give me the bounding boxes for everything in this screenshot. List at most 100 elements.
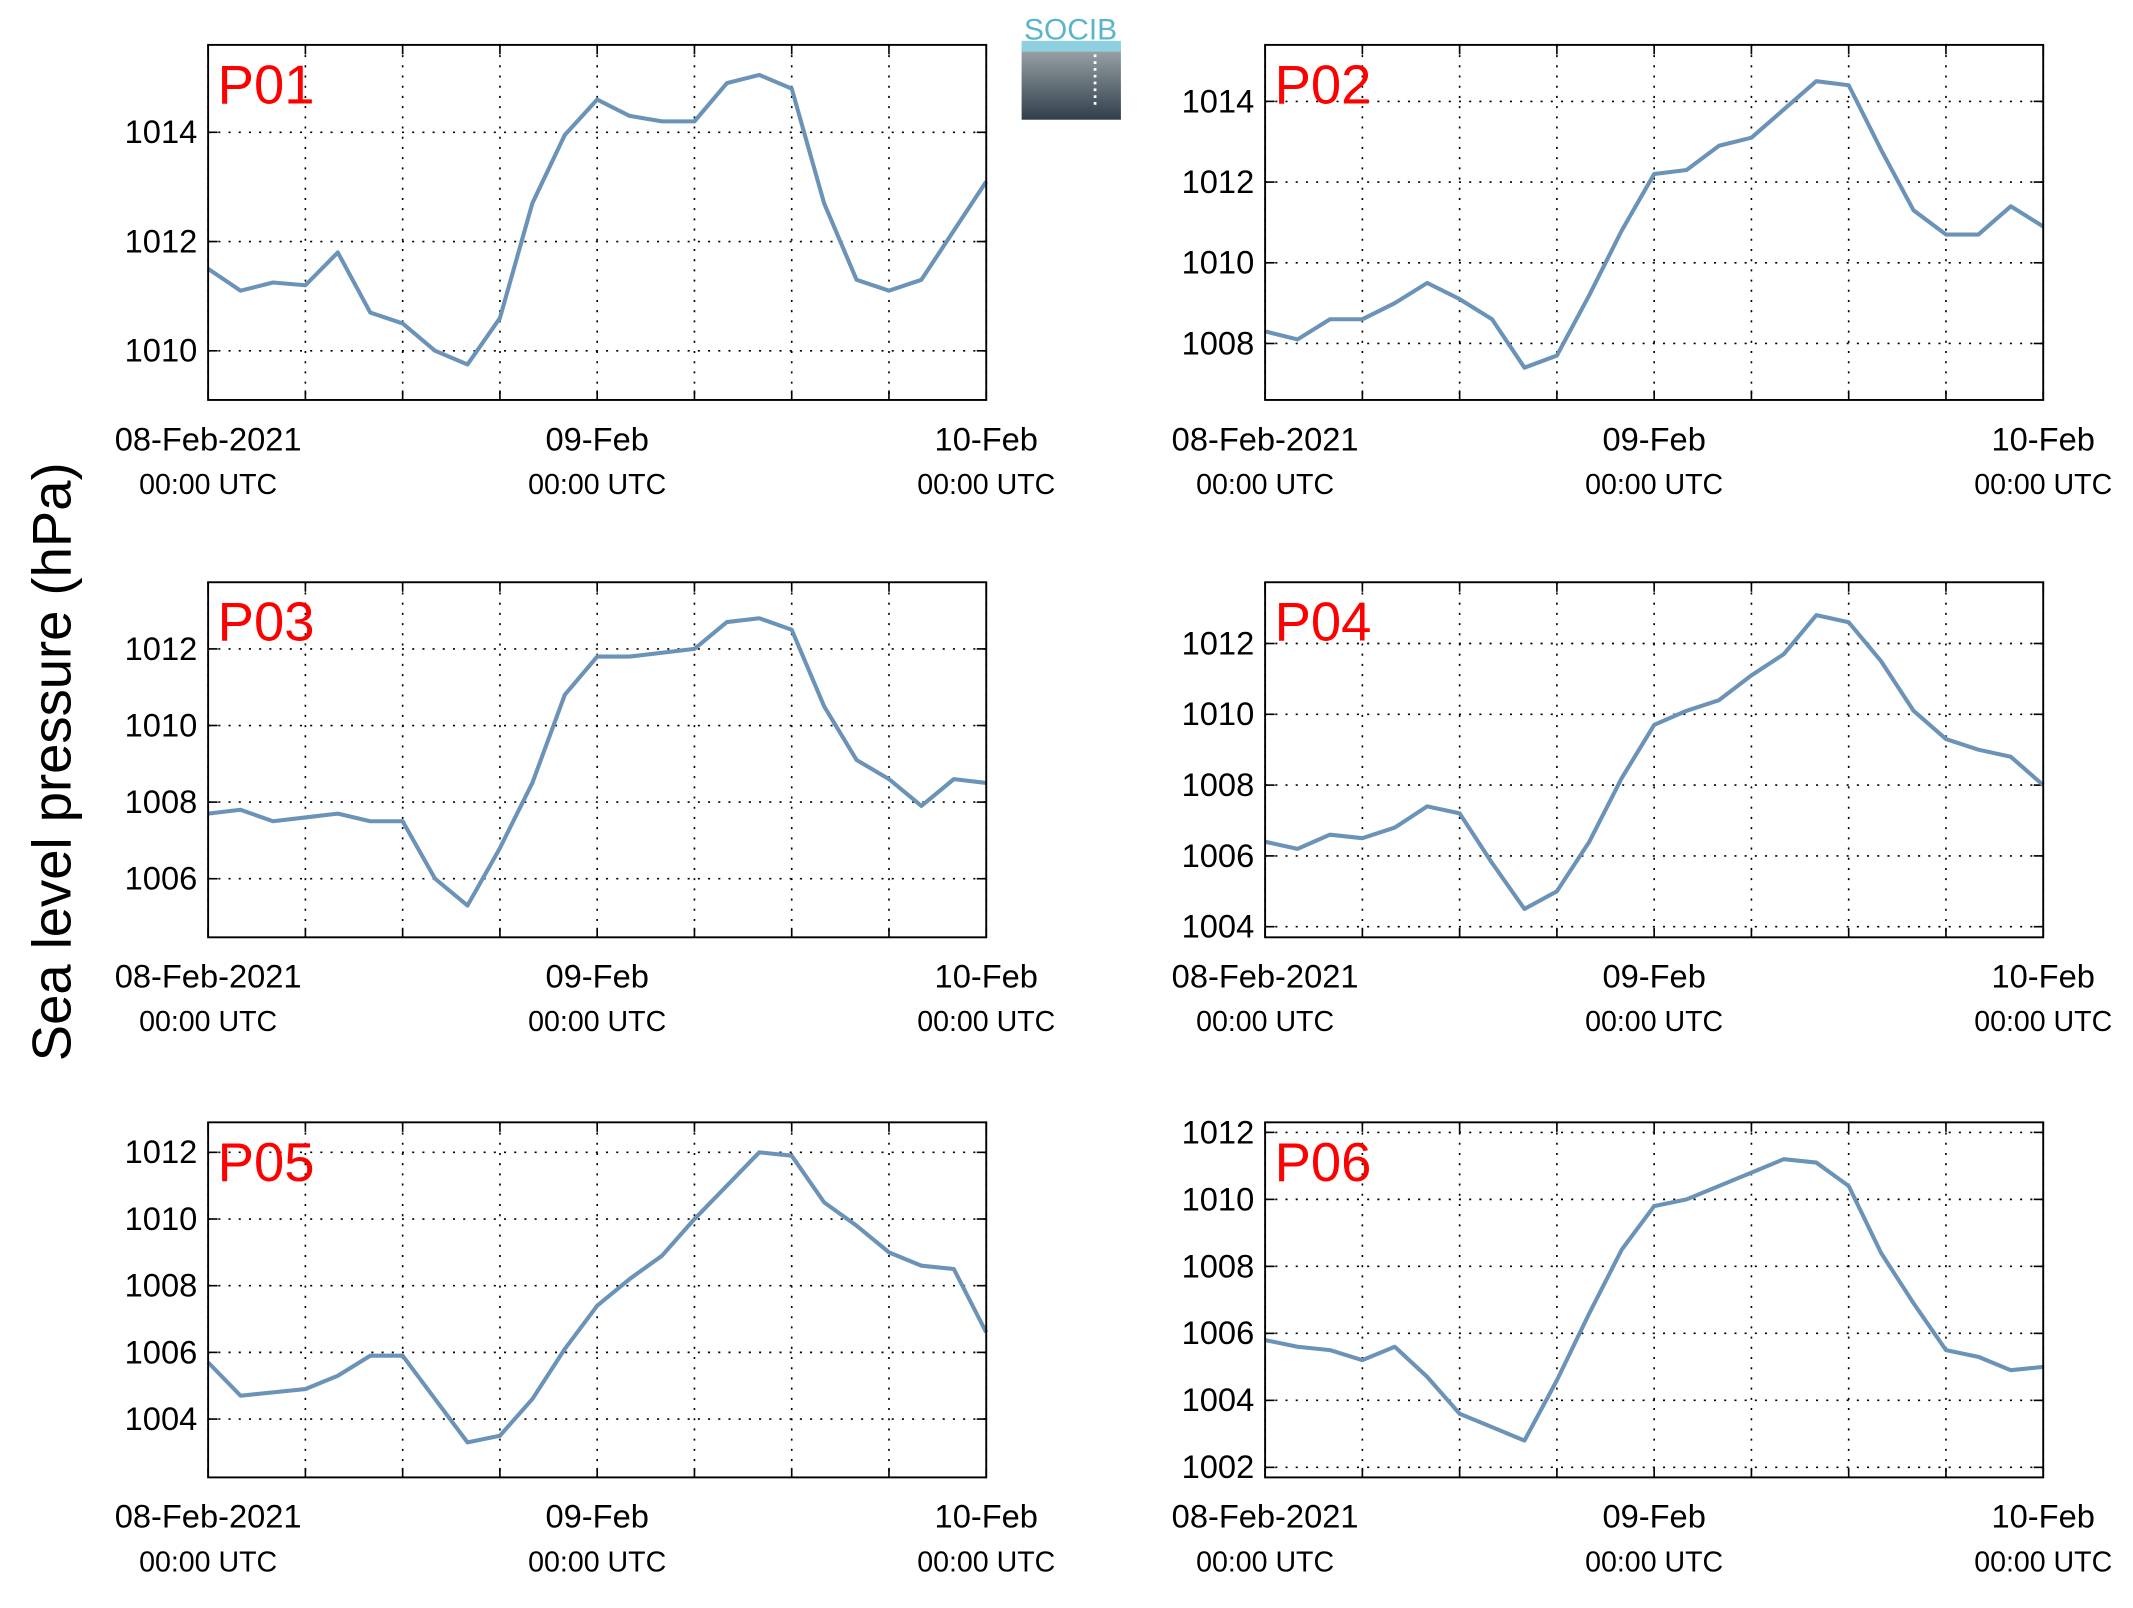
plot-background [1265,44,2044,400]
x-tick-label: 08-Feb-2021 [115,1498,302,1535]
y-tick-label: 1004 [125,1400,198,1437]
y-tick-label: 1010 [1182,695,1255,732]
y-tick-label: 1002 [1182,1448,1255,1485]
plot-frame [1264,581,2045,939]
x-tick-label: 08-Feb-2021 [1172,958,1359,995]
x-tick-sublabel: 00:00 UTC [917,1006,1055,1038]
data-line [1264,613,2045,912]
y-tick-label: 1010 [125,1200,198,1237]
x-tick-label: 09-Feb [1602,958,1705,995]
x-tick-label: 08-Feb-2021 [115,420,302,457]
plot-background [208,44,987,400]
x-tick-sublabel: 00:00 UTC [1585,1006,1723,1038]
y-tick-label: 1008 [125,1267,198,1304]
x-tick-sublabel: 00:00 UTC [139,469,277,501]
panel-title: P03 [218,592,315,653]
y-tick-label: 1008 [1182,1247,1255,1284]
y-tick-label: 1004 [1182,908,1255,945]
y-tick-label: 1012 [125,630,198,667]
subplot: 1006 1008 1010 1012 08-Feb-2021 00:00 UTC 09-F… [115,581,1055,1038]
logo-image [1021,48,1121,120]
panel-title: P06 [1275,1132,1372,1193]
subplot: 1004 1006 1008 1010 1012 08-Feb-2021 00:00 UTC… [115,1121,1055,1578]
x-tick-sublabel: 00:00 UTC [1974,1546,2112,1578]
x-tick-label: 08-Feb-2021 [115,958,302,995]
plot-background [1265,1122,2044,1478]
plot-background [208,582,987,938]
y-tick-label: 1006 [125,1333,198,1370]
y-tick-label: 1004 [1182,1381,1255,1418]
x-tick-sublabel: 00:00 UTC [917,1546,1055,1578]
panel-title: P05 [218,1132,315,1193]
subplot: 1010 1012 1014 08-Feb-2021 00:00 UTC 09-Feb 00… [115,43,1055,501]
data-line [1264,79,2045,370]
plot-frame [207,1121,988,1479]
x-tick-sublabel: 00:00 UTC [1585,469,1723,501]
y-tick-label: 1006 [1182,837,1255,874]
panel-title: P04 [1275,592,1372,653]
x-tick-label: 09-Feb [1602,420,1705,457]
plot-background [1265,582,2044,938]
x-tick-label: 10-Feb [935,1498,1038,1535]
data-line [206,1150,989,1445]
plot-background [208,1122,987,1478]
x-tick-sublabel: 00:00 UTC [139,1546,277,1578]
y-axis-label: Sea level pressure (hPa) [22,462,83,1061]
data-line [207,616,987,908]
y-tick-label: 1014 [125,113,198,150]
x-tick-sublabel: 00:00 UTC [528,1546,666,1578]
x-tick-sublabel: 00:00 UTC [1196,1546,1334,1578]
data-line [1264,1157,2044,1443]
x-tick-sublabel: 00:00 UTC [528,469,666,501]
y-tick-label: 1012 [1182,624,1255,661]
x-tick-label: 09-Feb [545,420,648,457]
data-line [206,72,988,367]
x-tick-sublabel: 00:00 UTC [1974,1006,2112,1038]
x-tick-label: 09-Feb [1602,1498,1705,1535]
y-tick-label: 1010 [1182,1180,1255,1217]
x-tick-label: 08-Feb-2021 [1172,420,1359,457]
plot-frame [207,581,988,939]
plot-frame [207,43,988,401]
y-tick-label: 1012 [125,222,198,259]
y-tick-label: 1010 [125,706,198,743]
y-tick-label: 1014 [1182,82,1255,119]
x-tick-label: 10-Feb [1992,958,2095,995]
x-tick-label: 09-Feb [545,1498,648,1535]
subplot: 1002 1004 1006 1008 1010 1012 08-Feb-2021 00:00… [1172,1113,2113,1578]
x-tick-label: 10-Feb [935,420,1038,457]
subplot: 1008 1010 1012 1014 08-Feb-2021 00:00 UTC 09-F… [1172,43,2112,501]
y-tick-label: 1012 [1182,1113,1255,1150]
x-tick-label: 08-Feb-2021 [1172,1498,1359,1535]
subplot: 1004 1006 1008 1010 1012 08-Feb-2021 00:00 UTC… [1172,581,2112,1038]
logo-text: SOCIB [1024,13,1117,46]
logo-band [1021,40,1121,52]
y-tick-label: 1012 [125,1133,198,1170]
y-tick-label: 1006 [1182,1314,1255,1351]
x-tick-sublabel: 00:00 UTC [1585,1546,1723,1578]
x-tick-sublabel: 00:00 UTC [917,469,1055,501]
x-tick-label: 10-Feb [1992,420,2095,457]
y-tick-label: 1008 [1182,324,1255,361]
y-tick-label: 1006 [125,860,198,897]
x-tick-sublabel: 00:00 UTC [139,1006,277,1038]
x-tick-sublabel: 00:00 UTC [1196,1006,1334,1038]
panel-title: P02 [1275,54,1372,115]
plot-frame [1264,43,2045,401]
y-tick-label: 1010 [1182,244,1255,281]
y-tick-label: 1008 [125,783,198,820]
x-tick-sublabel: 00:00 UTC [528,1006,666,1038]
panel-title: P01 [218,54,315,115]
logo: SOCIB [1021,13,1121,120]
plot-frame [1264,1121,2045,1479]
x-tick-label: 10-Feb [935,958,1038,995]
y-tick-label: 1012 [1182,163,1255,200]
x-tick-sublabel: 00:00 UTC [1974,469,2112,501]
y-tick-label: 1008 [1182,766,1255,803]
y-tick-label: 1010 [125,332,198,369]
x-tick-label: 09-Feb [545,958,648,995]
x-tick-sublabel: 00:00 UTC [1196,469,1334,501]
x-tick-label: 10-Feb [1992,1498,2095,1535]
